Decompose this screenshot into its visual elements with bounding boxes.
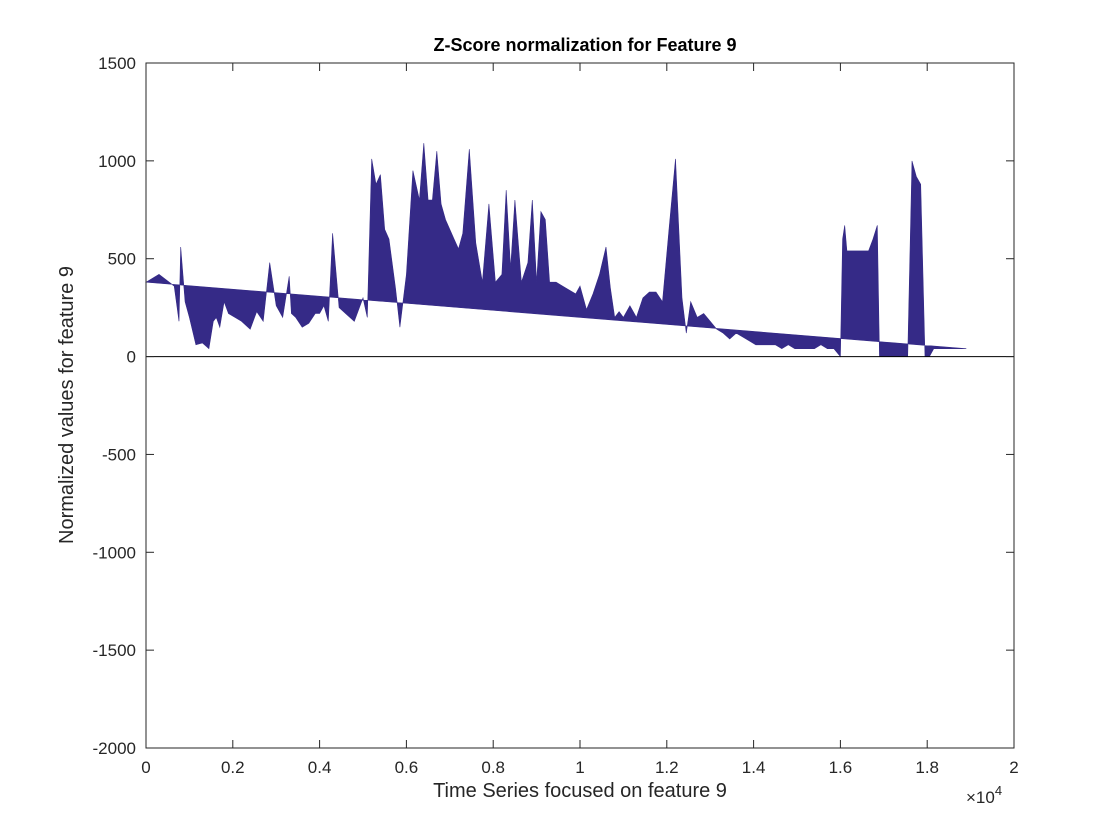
y-tick-label: -1500 bbox=[93, 641, 136, 660]
y-tick-label: 1000 bbox=[98, 152, 136, 171]
x-axis-exponent: ×104 bbox=[966, 783, 1002, 807]
bar-series-envelope bbox=[145, 143, 967, 358]
x-tick-label: 1.2 bbox=[655, 758, 679, 777]
y-tick-label: -1000 bbox=[93, 543, 136, 562]
y-tick-label: 0 bbox=[127, 348, 136, 367]
chart-title: Z-Score normalization for Feature 9 bbox=[433, 35, 736, 55]
plot-background bbox=[146, 63, 1014, 748]
x-axis-label: Time Series focused on feature 9 bbox=[433, 780, 727, 802]
y-tick-label: 500 bbox=[108, 250, 136, 269]
x-axis-exponent-power: 4 bbox=[995, 783, 1002, 798]
x-tick-label: 2 bbox=[1009, 758, 1018, 777]
x-tick-label: 0 bbox=[141, 758, 150, 777]
x-tick-label: 1.4 bbox=[742, 758, 766, 777]
x-tick-label: 0.2 bbox=[221, 758, 245, 777]
x-tick-label: 1.6 bbox=[829, 758, 853, 777]
bar-series bbox=[145, 143, 967, 358]
x-tick-label: 0.6 bbox=[395, 758, 419, 777]
plot-area bbox=[145, 62, 1015, 749]
x-tick-label: 1 bbox=[575, 758, 584, 777]
y-axis-ticks: -2000 -1500 -1000 -500 0 500 1000 1500 bbox=[93, 54, 1014, 758]
x-tick-label: 1.8 bbox=[915, 758, 939, 777]
x-axis-exponent-prefix: ×10 bbox=[966, 788, 995, 807]
y-tick-label: -500 bbox=[102, 445, 136, 464]
y-tick-label: 1500 bbox=[98, 54, 136, 73]
x-axis-ticks: 0 0.2 0.4 0.6 0.8 1 1.2 1.4 1.6 1.8 2 bbox=[141, 63, 1019, 777]
x-tick-label: 0.4 bbox=[308, 758, 332, 777]
y-axis-label: Normalized values for feature 9 bbox=[56, 266, 78, 544]
x-tick-label: 0.8 bbox=[481, 758, 505, 777]
y-tick-label: -2000 bbox=[93, 739, 136, 758]
